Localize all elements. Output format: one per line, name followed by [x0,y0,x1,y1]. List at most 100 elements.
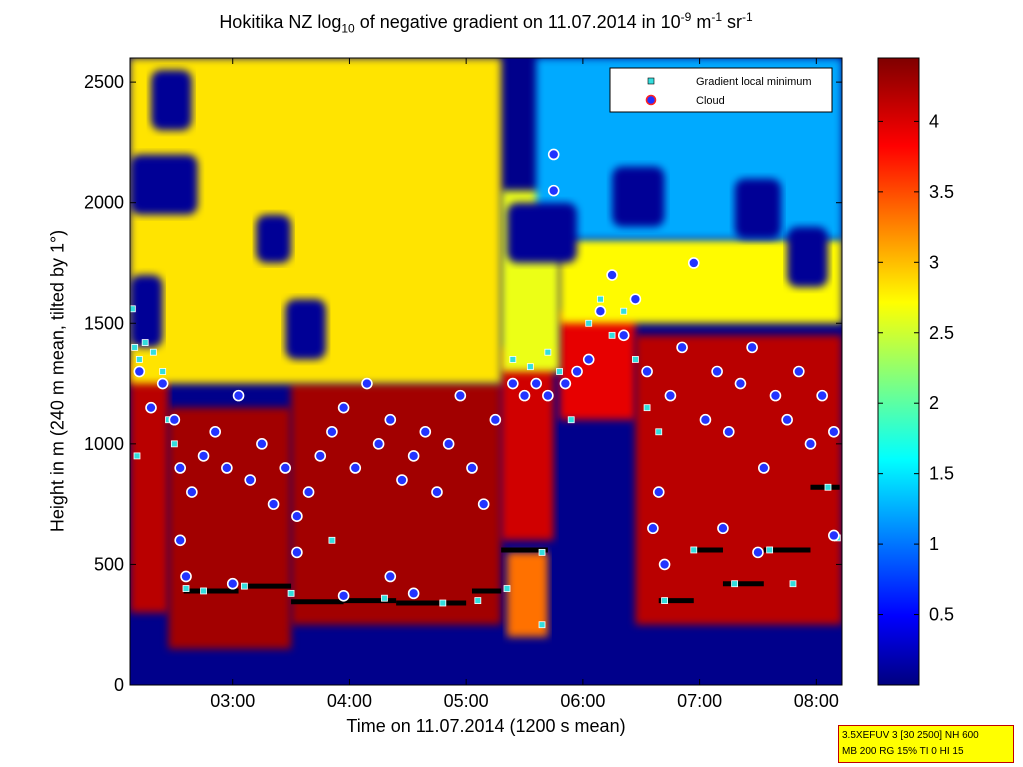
gradient-minimum-marker-32 [661,597,668,604]
gradient-minimum-marker-33 [690,546,698,554]
gradient-minimum-marker-2 [135,356,143,363]
gradient-minimum-marker-10 [200,587,207,595]
low-region-8 [787,226,828,288]
gradient-minimum-marker-0 [130,305,136,313]
plot-frame [129,57,843,686]
gradient-minimum-marker-1 [131,343,139,351]
gradient-minimum-marker-37 [824,483,832,491]
cloud-marker-45 [641,365,653,378]
low-region-7 [734,178,782,239]
y-tick-label-3: 1500 [84,313,124,333]
cloud-marker-34 [530,377,542,390]
x-axis-label: Time on 11.07.2014 (1200 s mean) [346,716,626,736]
cloud-marker-35 [542,389,554,402]
cloud-marker-11 [256,438,268,450]
cloud-marker-6 [197,450,210,462]
gradient-minimum-marker-35 [766,546,774,554]
legend-marker-1 [645,94,657,106]
info-line-2: MB 200 RG 15% TI 0 HI 15 [842,746,964,757]
gradient-minimum-marker-29 [632,356,639,363]
cloud-marker-43 [617,329,630,342]
cloud-marker-51 [711,365,723,378]
cloud-marker-22 [384,413,397,426]
chart-title: Hokitika NZ log10 of negative gradient o… [219,10,753,36]
cloud-marker-16 [314,450,327,462]
cloud-marker-69 [647,522,659,535]
cloud-marker-33 [518,389,531,402]
cloud-marker-36 [547,148,560,161]
gradient-minimum-marker-23 [556,368,563,375]
gradient-minimum-marker-17 [503,585,511,592]
gradient-minimum-marker-36 [789,580,797,588]
cloud-marker-49 [687,257,700,269]
gradient-minimum-marker-25 [585,319,593,327]
cloud-marker-67 [384,570,397,583]
cloud-marker-7 [209,425,222,438]
legend-label-0: Gradient local minimum [696,76,812,88]
cloud-marker-44 [629,293,642,305]
cloud-marker-52 [722,425,735,438]
gradient-minimum-marker-7 [170,440,178,448]
low-region-1 [130,154,198,215]
cloud-marker-58 [793,365,805,378]
cloud-marker-5 [186,486,198,498]
cloud-marker-27 [442,438,455,450]
legend-label-1: Cloud [696,95,725,107]
cloud-marker-71 [717,522,729,535]
gradient-minimum-markers [130,295,841,629]
cloud-marker-20 [361,377,373,390]
cloud-marker-37 [547,184,560,197]
colorbar-scale [877,57,920,686]
x-tick-label-0: 03:00 [210,691,255,711]
cloud-marker-28 [454,389,467,402]
gradient-minimum-marker-15 [439,599,447,607]
cloud-marker-63 [180,570,192,583]
cloud-marker-56 [769,389,782,402]
gradient-minimum-marker-24 [567,416,575,424]
cloud-marker-54 [746,341,758,354]
low-region-0 [130,275,163,348]
cloud-marker-59 [804,438,817,450]
gradient-minimum-marker-11 [240,582,248,590]
gradient-minimum-marker-4 [149,348,157,356]
cloud-markers [133,148,840,602]
colorbar-tick-label-7: 4 [929,111,939,131]
cloud-marker-17 [326,425,338,438]
cloud-marker-19 [349,462,362,474]
cloud-marker-21 [372,438,385,450]
cloud-marker-30 [477,498,490,510]
colorbar-tick-label-4: 2.5 [929,323,954,343]
cloud-marker-13 [279,462,292,474]
colorbar-tick-label-3: 2 [929,393,939,413]
cloud-marker-25 [419,425,432,438]
gradient-minimum-marker-13 [328,536,336,544]
gradient-minimum-marker-21 [526,363,534,371]
cloud-marker-47 [664,389,677,402]
heatmap-layers [130,58,842,649]
cloud-marker-0 [133,365,146,378]
gradient-minimum-marker-8 [133,452,141,460]
processing-info-box: 3.5XEFUV 3 [30 2500] NH 600 MB 200 RG 15… [838,725,1014,763]
heatmap-layer-5 [559,311,636,420]
colorbar-tick-label-0: 0.5 [929,605,954,625]
cloud-marker-66 [337,589,350,602]
cloud-marker-26 [431,486,443,498]
cloud-marker-31 [489,413,502,426]
gradient-minimum-marker-16 [474,597,482,604]
heatmap-layer-2 [291,383,502,625]
cloud-marker-4 [174,462,186,474]
x-tick-label-3: 06:00 [560,691,605,711]
colorbar-tick-label-5: 3 [929,252,939,272]
cloud-marker-53 [734,377,747,390]
cloud-marker-15 [302,486,315,498]
cloud-marker-18 [337,401,350,414]
gradient-minimum-marker-22 [544,348,552,356]
cloud-marker-61 [828,425,840,438]
cloud-marker-41 [594,305,607,318]
y-tick-label-5: 2500 [84,72,124,92]
cloud-marker-39 [571,365,583,378]
x-tick-label-2: 05:00 [444,691,489,711]
y-tick-label-1: 500 [94,554,124,574]
cloud-marker-9 [232,389,245,402]
